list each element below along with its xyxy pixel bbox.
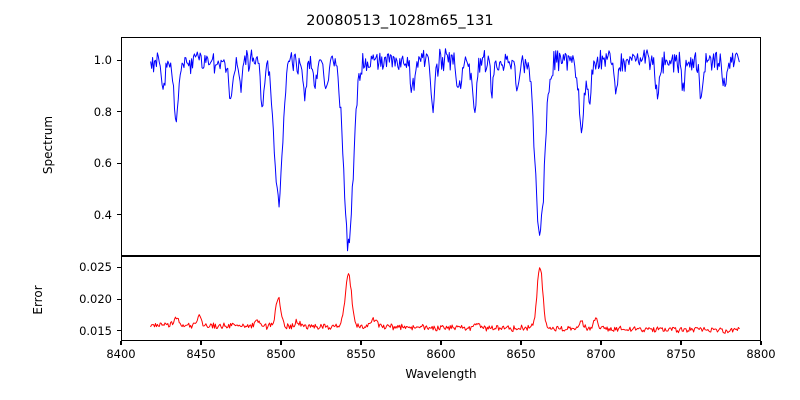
x-tick-label: 8500 <box>266 347 296 361</box>
x-tick-mark <box>360 341 362 345</box>
error-y-tick-label: 0.025 <box>79 260 112 275</box>
x-tick-mark <box>120 341 122 345</box>
spectrum-y-tick-label: 1.0 <box>93 53 112 68</box>
error-y-tick-label: 0.020 <box>79 292 112 307</box>
x-tick-mark <box>200 341 202 345</box>
x-tick-label: 8800 <box>746 347 776 361</box>
x-tick-mark <box>280 341 282 345</box>
error-line-series <box>150 267 740 334</box>
x-tick-label: 8750 <box>666 347 696 361</box>
x-tick-mark <box>680 341 682 345</box>
error-y-axis: 0.015 0.020 0.025 <box>0 0 121 400</box>
page-title: 20080513_1028m65_131 <box>306 13 494 29</box>
spectrum-line-series <box>150 48 740 252</box>
x-tick-label: 8550 <box>346 347 376 361</box>
x-tick-mark <box>600 341 602 345</box>
x-tick-label: 8600 <box>426 347 456 361</box>
spectrum-y-tick-label: 0.8 <box>93 104 112 119</box>
x-tick-mark <box>760 341 762 345</box>
spectrum-plot-panel <box>121 37 761 256</box>
spectrum-y-tick-label: 0.6 <box>93 156 112 171</box>
x-axis-label: Wavelength <box>405 367 477 381</box>
spectrum-y-tick-label: 0.4 <box>93 207 112 222</box>
x-tick-label: 8400 <box>106 347 136 361</box>
x-tick-label: 8450 <box>186 347 216 361</box>
spectrum-axis-label: Spectrum <box>41 115 55 175</box>
error-y-tick-label: 0.015 <box>79 323 112 338</box>
x-tick-label: 8650 <box>506 347 536 361</box>
error-axis-label: Error <box>31 285 45 315</box>
x-tick-label: 8700 <box>586 347 616 361</box>
error-plot-panel <box>121 256 761 341</box>
spectrum-y-axis: 0.4 0.6 0.8 1.0 <box>0 0 121 400</box>
x-tick-mark <box>440 341 442 345</box>
x-tick-mark <box>520 341 522 345</box>
